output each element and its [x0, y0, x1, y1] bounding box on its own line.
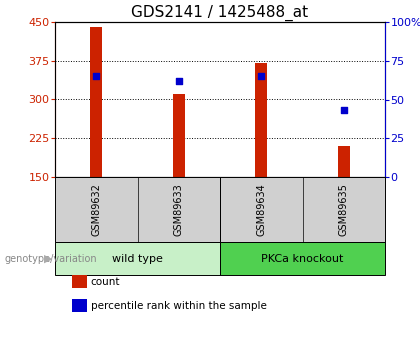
- Text: ▶: ▶: [45, 254, 53, 264]
- Point: [176, 78, 182, 83]
- Text: percentile rank within the sample: percentile rank within the sample: [91, 301, 267, 311]
- Bar: [338, 146, 350, 177]
- Text: wild type: wild type: [112, 254, 163, 264]
- Bar: [55, 242, 220, 275]
- Point: [258, 73, 265, 79]
- Text: GSM89633: GSM89633: [174, 183, 184, 236]
- Text: PKCa knockout: PKCa knockout: [261, 254, 344, 264]
- Text: GSM89632: GSM89632: [91, 183, 101, 236]
- Text: GSM89635: GSM89635: [339, 183, 349, 236]
- Point: [93, 73, 100, 79]
- Text: genotype/variation: genotype/variation: [4, 254, 97, 264]
- Bar: [173, 94, 185, 177]
- Text: GSM89634: GSM89634: [256, 183, 266, 236]
- Bar: [90, 27, 102, 177]
- Bar: [220, 242, 385, 275]
- Point: [340, 108, 347, 113]
- Text: count: count: [91, 277, 120, 287]
- Title: GDS2141 / 1425488_at: GDS2141 / 1425488_at: [131, 4, 309, 21]
- Bar: [255, 63, 268, 177]
